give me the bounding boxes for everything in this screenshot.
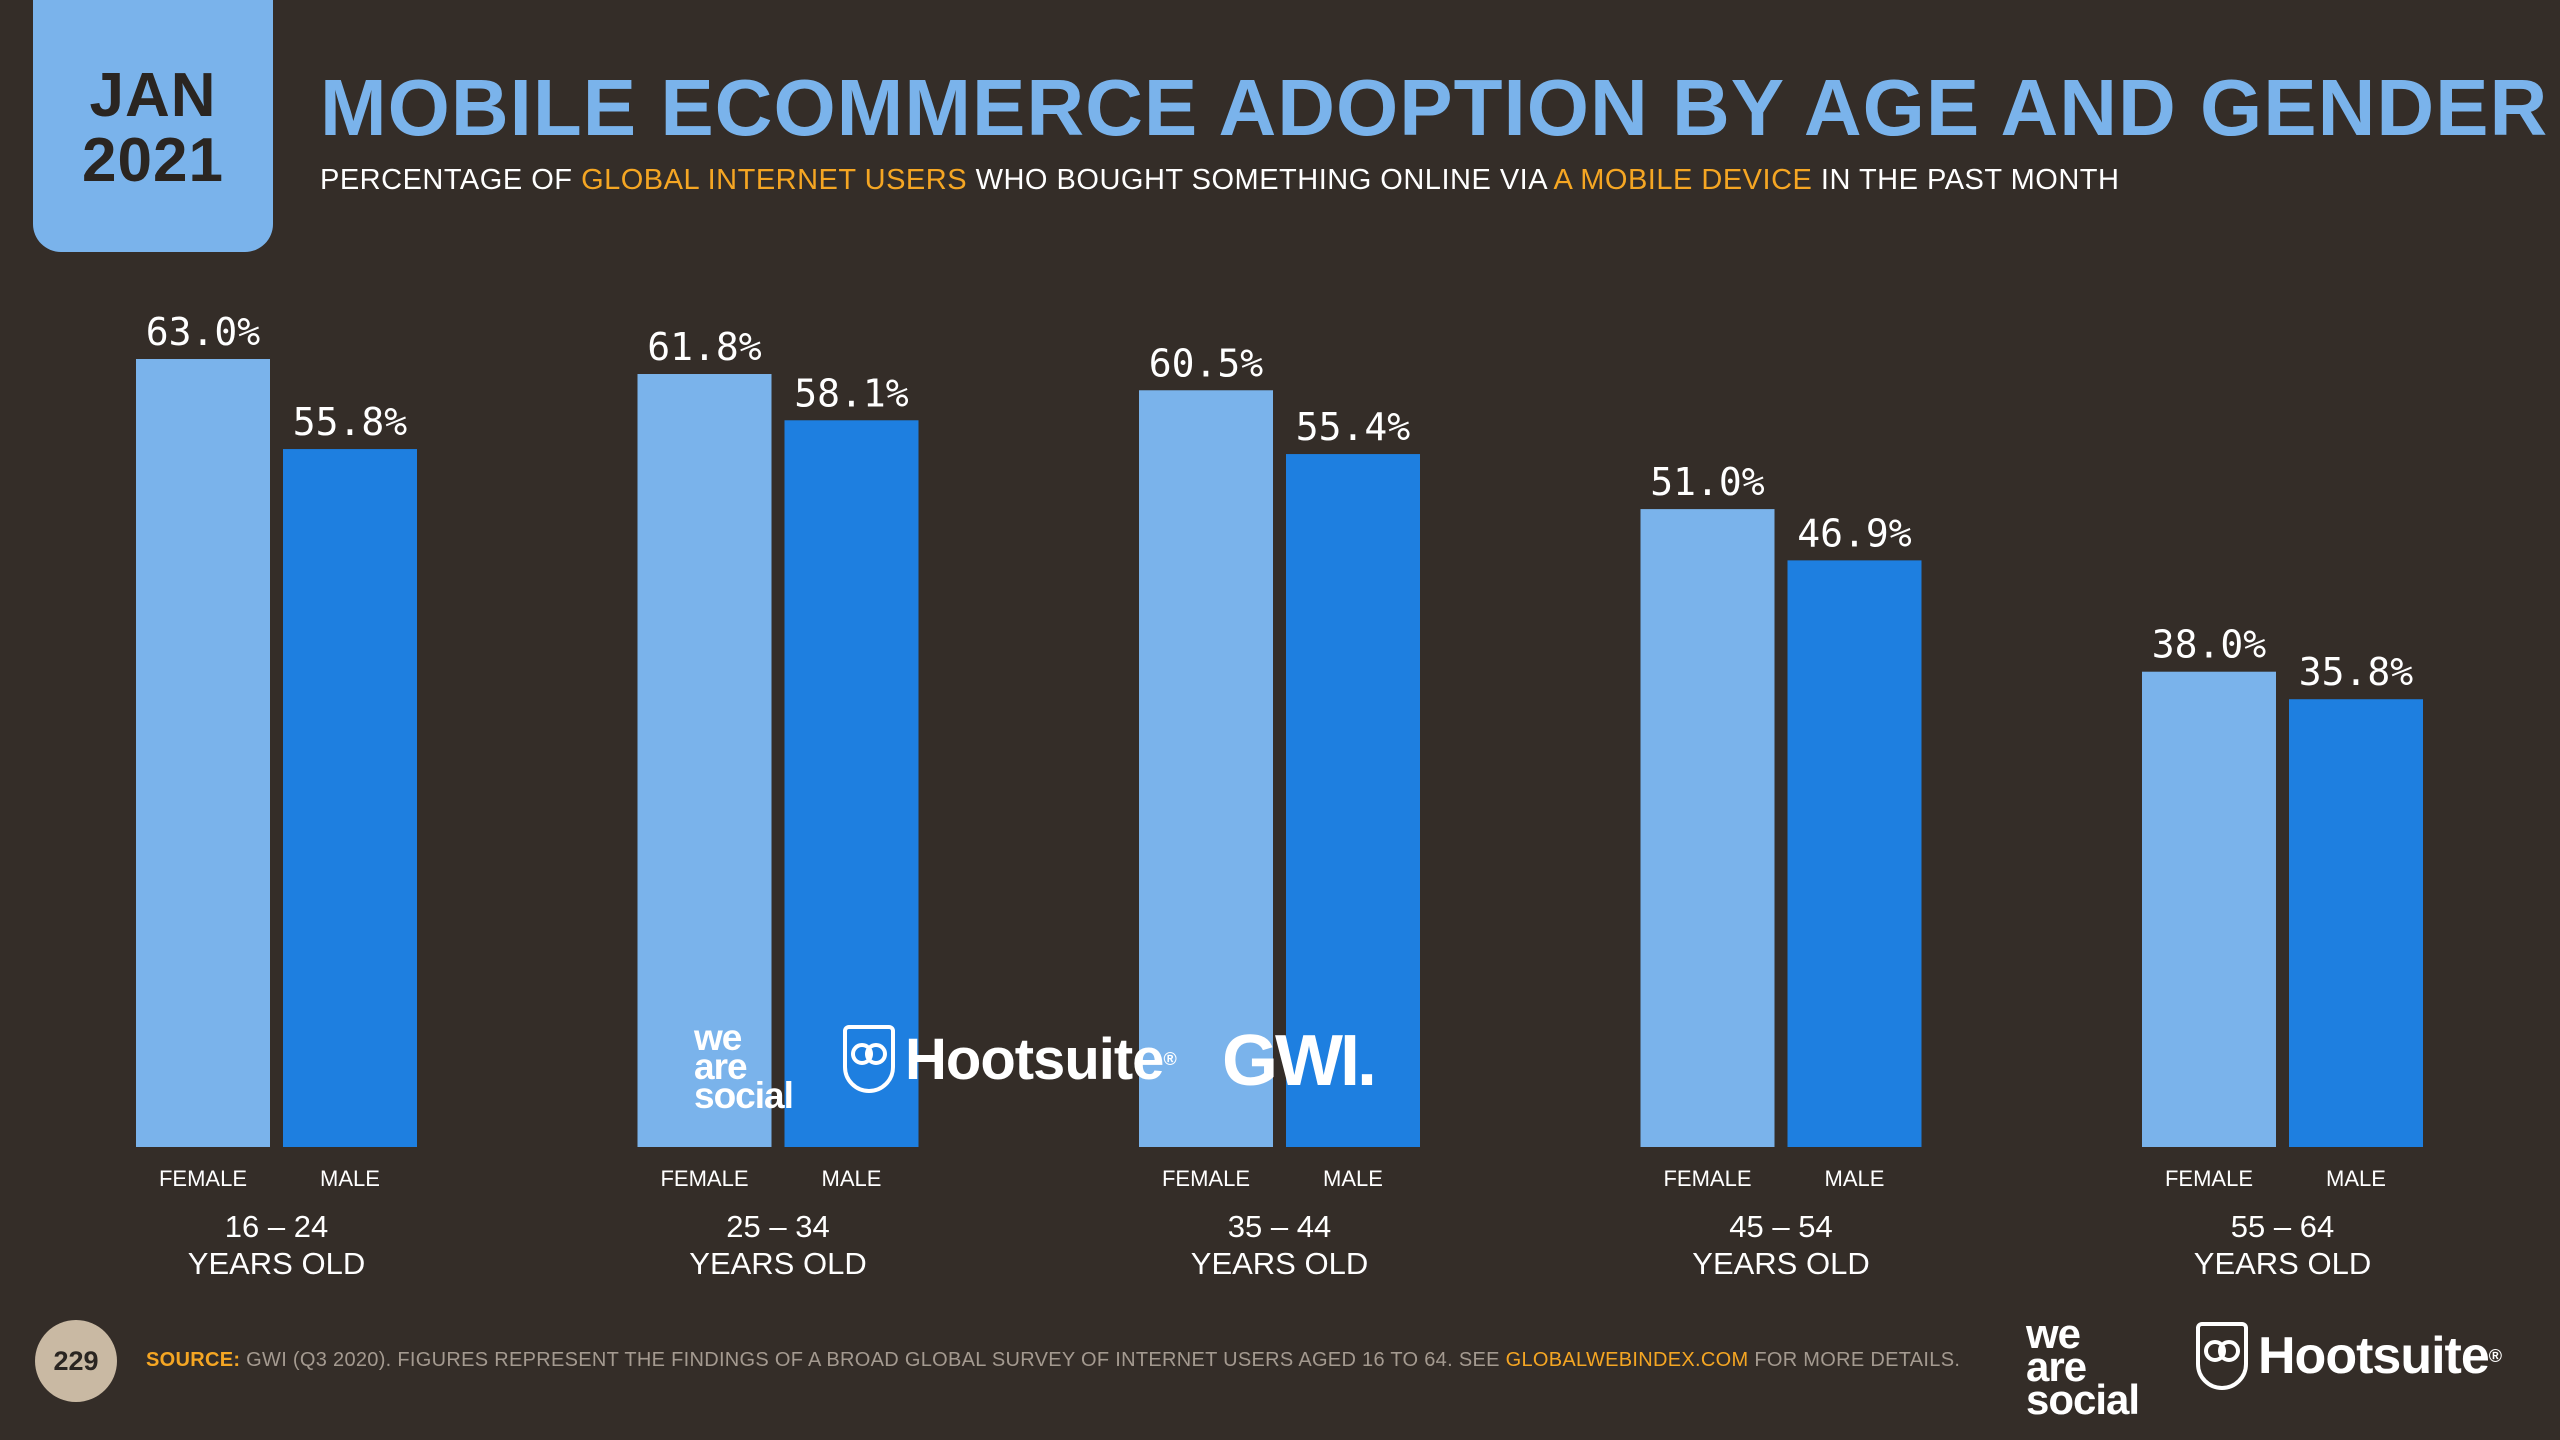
bar-male-55-64 bbox=[2289, 699, 2423, 1147]
source-text: GWI (Q3 2020). FIGURES REPRESENT THE FIN… bbox=[240, 1349, 1506, 1371]
gender-label-male-35-44: MALE bbox=[1323, 1166, 1383, 1191]
data-label-male-45-54: 46.9% bbox=[1797, 511, 1912, 555]
age-range-label-55-64: 55 – 64 bbox=[2231, 1209, 2334, 1244]
source-note: SOURCE: GWI (Q3 2020). FIGURES REPRESENT… bbox=[146, 1349, 1960, 1372]
bar-male-16-24 bbox=[283, 449, 417, 1147]
subtitle-part3: IN THE PAST MONTH bbox=[1812, 164, 2120, 196]
source-tail: FOR MORE DETAILS. bbox=[1748, 1349, 1961, 1371]
age-range-label-25-34: 25 – 34 bbox=[726, 1209, 829, 1244]
we-are-social-line-1: we bbox=[694, 1017, 742, 1058]
gender-label-female-16-24: FEMALE bbox=[159, 1166, 247, 1191]
age-suffix-label-25-34: YEARS OLD bbox=[689, 1246, 866, 1281]
page-subtitle: PERCENTAGE OF GLOBAL INTERNET USERS WHO … bbox=[320, 164, 2119, 197]
gender-label-female-45-54: FEMALE bbox=[1663, 1166, 1751, 1191]
date-badge: JAN 2021 bbox=[33, 0, 273, 252]
gwi-logo: GWI. bbox=[1222, 1020, 1377, 1102]
bar-male-45-54 bbox=[1787, 560, 1922, 1147]
data-label-female-55-64: 38.0% bbox=[2152, 623, 2267, 667]
source-label: SOURCE: bbox=[146, 1349, 241, 1371]
age-range-label-16-24: 16 – 24 bbox=[225, 1209, 328, 1244]
subtitle-part2: WHO BOUGHT SOMETHING ONLINE VIA bbox=[967, 164, 1554, 196]
data-label-male-16-24: 55.8% bbox=[293, 400, 408, 444]
gender-label-female-25-34: FEMALE bbox=[660, 1166, 748, 1191]
subtitle-highlight-users: GLOBAL INTERNET USERS bbox=[581, 164, 968, 196]
gender-label-female-35-44: FEMALE bbox=[1162, 1166, 1250, 1191]
we-are-social-footer-line-2: are bbox=[2026, 1342, 2087, 1390]
page-title: MOBILE ECOMMERCE ADOPTION BY AGE AND GEN… bbox=[320, 63, 2549, 152]
subtitle-highlight-device: A MOBILE DEVICE bbox=[1553, 164, 1813, 196]
we-are-social-footer-line-1: we bbox=[2026, 1310, 2081, 1357]
bar-female-25-34 bbox=[637, 374, 772, 1147]
date-month: JAN bbox=[89, 60, 217, 130]
data-label-female-25-34: 61.8% bbox=[647, 325, 762, 369]
gender-label-male-25-34: MALE bbox=[822, 1166, 882, 1191]
hootsuite-registered-mark: ® bbox=[1163, 1048, 1176, 1069]
age-suffix-label-35-44: YEARS OLD bbox=[1191, 1246, 1368, 1281]
data-label-female-45-54: 51.0% bbox=[1650, 460, 1765, 504]
hootsuite-footer-owl-icon bbox=[2196, 1322, 2248, 1390]
bar-female-35-44 bbox=[1139, 390, 1273, 1147]
bar-female-45-54 bbox=[1640, 509, 1775, 1148]
gwi-wordmark: GWI. bbox=[1222, 1021, 1377, 1101]
data-label-female-16-24: 63.0% bbox=[146, 310, 261, 354]
data-label-male-35-44: 55.4% bbox=[1296, 405, 1411, 449]
age-range-label-35-44: 35 – 44 bbox=[1228, 1209, 1331, 1244]
hootsuite-wordmark: Hootsuite bbox=[905, 1026, 1164, 1092]
we-are-social-line-3: social bbox=[694, 1074, 794, 1116]
we-are-social-logo-footer: we are social bbox=[2026, 1310, 2140, 1423]
we-are-social-footer-line-3: social bbox=[2026, 1375, 2140, 1423]
gender-label-male-55-64: MALE bbox=[2326, 1166, 2386, 1191]
age-suffix-label-45-54: YEARS OLD bbox=[1692, 1246, 1869, 1281]
gender-label-male-45-54: MALE bbox=[1825, 1166, 1885, 1191]
hootsuite-footer-wordmark: Hootsuite bbox=[2258, 1327, 2490, 1385]
date-year: 2021 bbox=[82, 126, 224, 195]
we-are-social-logo-center: we are social bbox=[694, 1017, 794, 1116]
age-suffix-label-16-24: YEARS OLD bbox=[188, 1246, 365, 1281]
data-label-male-25-34: 58.1% bbox=[794, 371, 909, 415]
bar-male-35-44 bbox=[1286, 454, 1420, 1147]
hootsuite-logo-center: Hootsuite ® bbox=[843, 1025, 1177, 1093]
age-suffix-label-55-64: YEARS OLD bbox=[2194, 1246, 2371, 1281]
page-number: 229 bbox=[35, 1320, 117, 1402]
hootsuite-owl-icon bbox=[843, 1025, 895, 1093]
hootsuite-footer-registered-mark: ® bbox=[2488, 1345, 2502, 1366]
hootsuite-logo-footer: Hootsuite ® bbox=[2196, 1322, 2502, 1390]
data-label-male-55-64: 35.8% bbox=[2299, 650, 2414, 694]
data-label-female-35-44: 60.5% bbox=[1149, 341, 1264, 385]
we-are-social-line-2: are bbox=[694, 1045, 748, 1087]
source-link[interactable]: GLOBALWEBINDEX.COM bbox=[1505, 1349, 1749, 1371]
gender-label-male-16-24: MALE bbox=[320, 1166, 380, 1191]
bar-female-55-64 bbox=[2142, 671, 2276, 1147]
bar-female-16-24 bbox=[136, 359, 270, 1147]
gender-label-female-55-64: FEMALE bbox=[2165, 1166, 2253, 1191]
age-range-label-45-54: 45 – 54 bbox=[1729, 1209, 1832, 1244]
subtitle-part1: PERCENTAGE OF bbox=[320, 164, 582, 196]
